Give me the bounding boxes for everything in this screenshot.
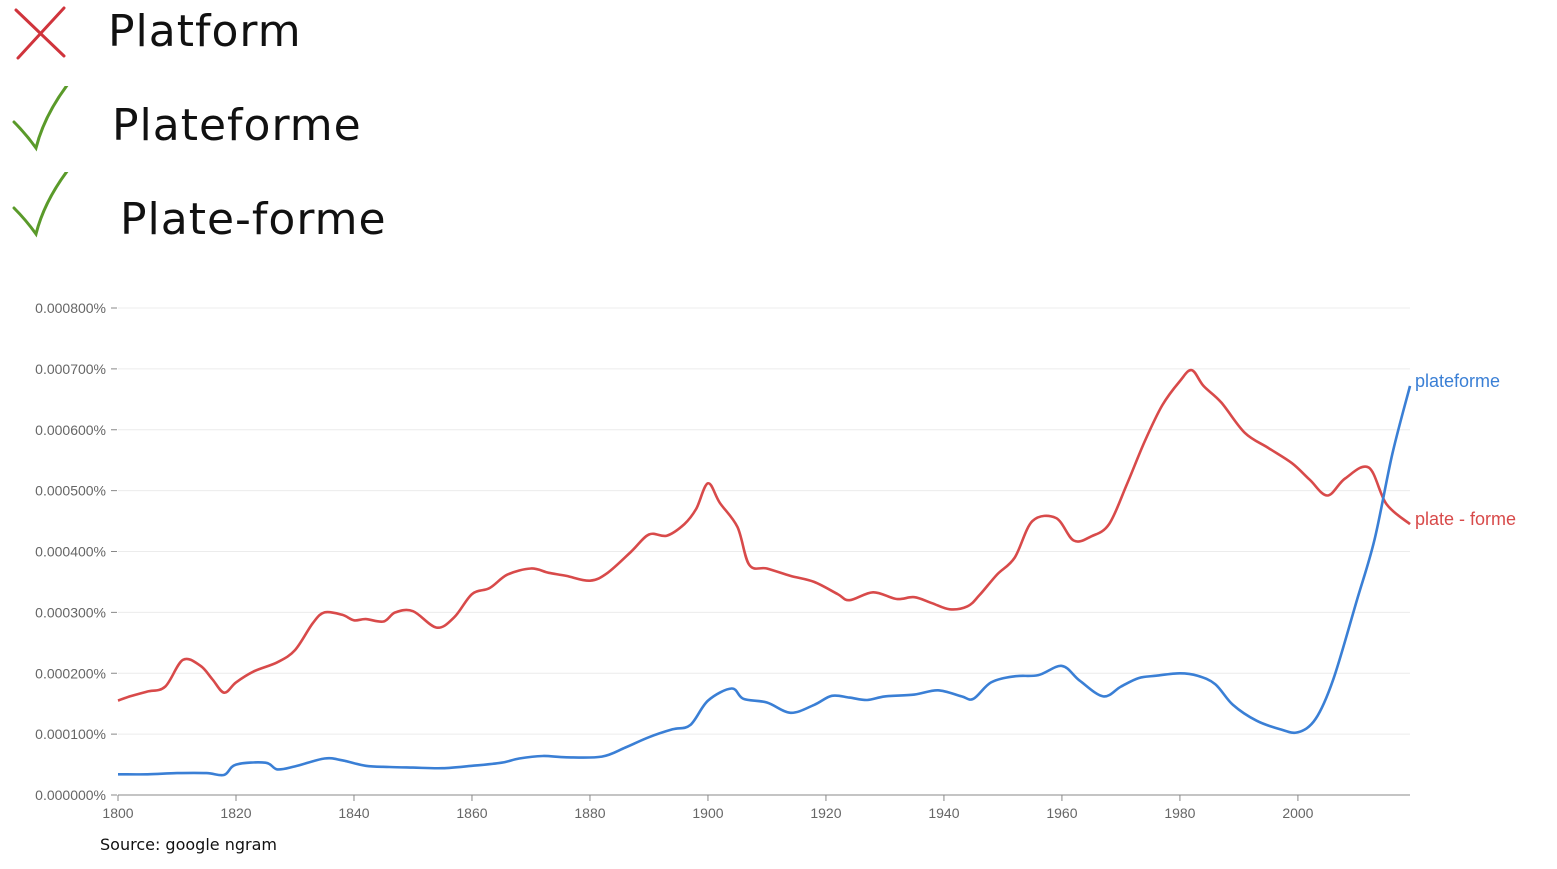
y-tick-label: 0.000700%	[35, 361, 106, 377]
y-tick-label: 0.000300%	[35, 604, 106, 620]
check-icon	[12, 86, 69, 152]
cross-icon	[14, 6, 66, 60]
word-platform: Platform	[108, 6, 302, 57]
series-label-plate-forme: plate - forme	[1415, 509, 1516, 529]
y-tick-label: 0.000200%	[35, 665, 106, 681]
x-tick-label: 1800	[102, 805, 133, 821]
x-tick-label: 1920	[810, 805, 841, 821]
x-tick-label: 1900	[692, 805, 723, 821]
x-tick-label: 1960	[1046, 805, 1077, 821]
y-tick-label: 0.000100%	[35, 726, 106, 742]
x-tick-label: 1820	[220, 805, 251, 821]
y-tick-label: 0.000600%	[35, 422, 106, 438]
word-row-platform: Platform	[0, 0, 520, 80]
source-note: Source: google ngram	[100, 835, 277, 854]
x-tick-label: 1940	[928, 805, 959, 821]
x-tick-label: 1840	[338, 805, 369, 821]
word-row-plateforme: Plateforme	[0, 86, 520, 166]
x-tick-label: 1980	[1164, 805, 1195, 821]
word-row-plate-forme: Plate-forme	[0, 172, 520, 252]
y-tick-label: 0.000500%	[35, 483, 106, 499]
series-line-plateforme	[117, 385, 1412, 777]
series-label-plateforme: plateforme	[1415, 371, 1500, 391]
y-tick-label: 0.000800%	[35, 300, 106, 316]
x-tick-label: 1860	[456, 805, 487, 821]
check-icon	[12, 172, 69, 238]
y-tick-label: 0.000400%	[35, 544, 106, 560]
x-tick-label: 1880	[574, 805, 605, 821]
word-plateforme: Plateforme	[112, 100, 362, 151]
series-line-plate-forme	[117, 368, 1411, 702]
word-plate-forme: Plate-forme	[120, 194, 387, 245]
x-tick-label: 2000	[1282, 805, 1313, 821]
y-tick-label: 0.000000%	[35, 787, 106, 803]
